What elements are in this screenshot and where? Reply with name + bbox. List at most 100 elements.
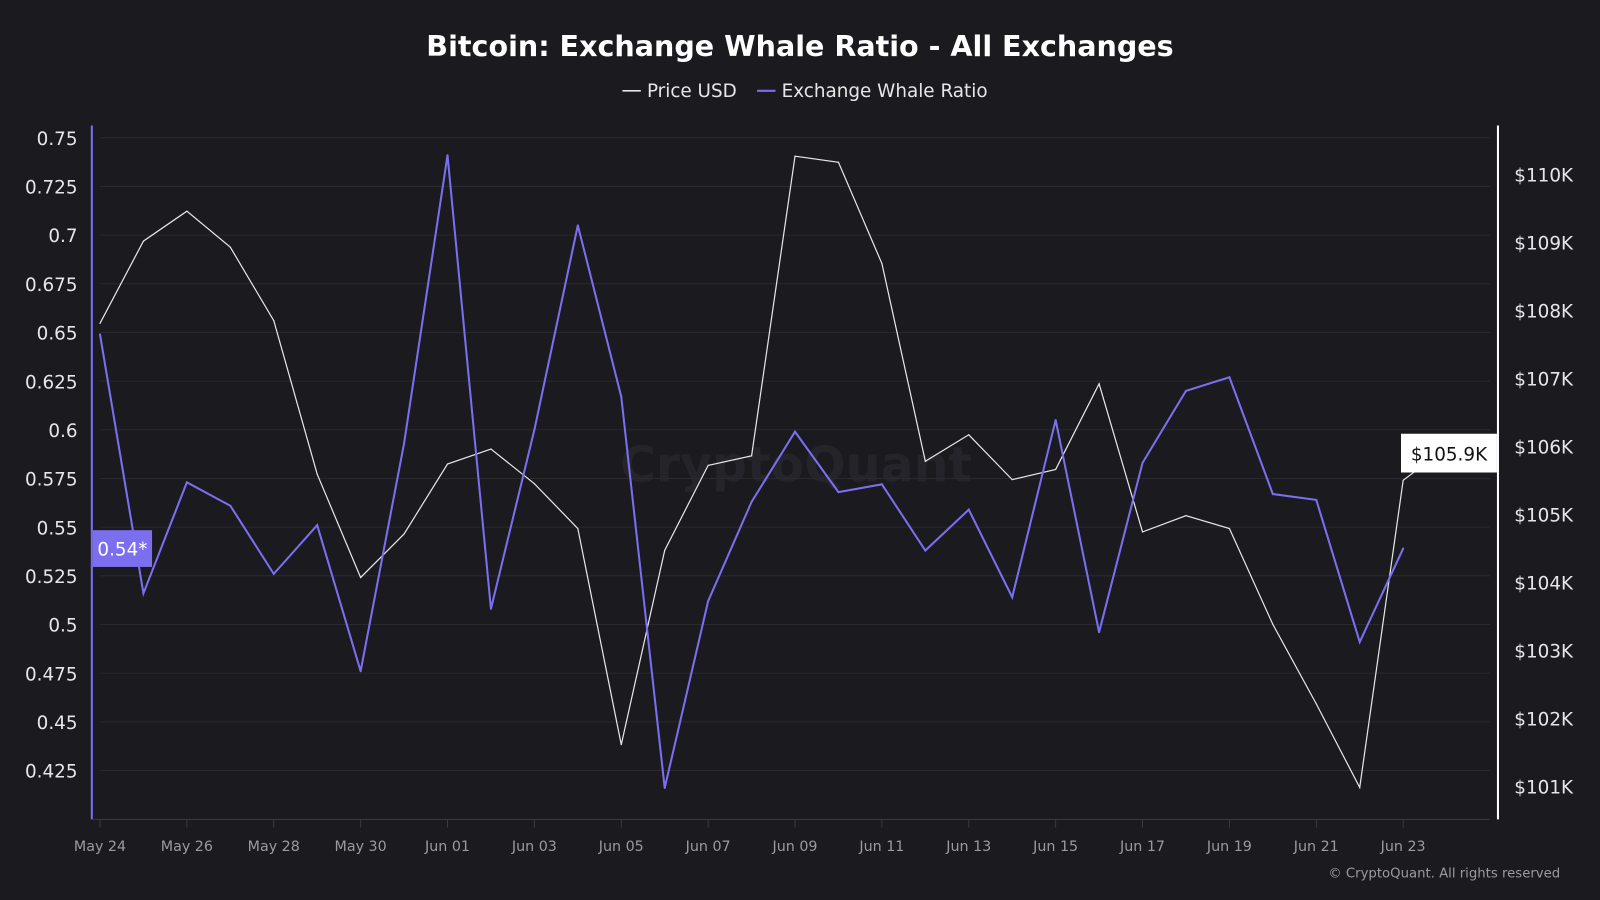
price-point (794, 155, 796, 157)
right-tick-label: $101K (1514, 777, 1574, 798)
left-current-badge: 0.54* (92, 530, 153, 567)
right-tick-label: $106K (1514, 437, 1574, 458)
whale-point (359, 670, 362, 673)
right-tick-label: $107K (1514, 370, 1574, 391)
whale-point (229, 504, 232, 507)
x-tick-label: May 28 (248, 839, 300, 855)
price-point (924, 460, 926, 462)
x-tick-label: Jun 03 (511, 839, 557, 855)
price-point (316, 473, 318, 475)
x-tick-label: Jun 01 (424, 839, 470, 855)
whale-point (837, 491, 840, 494)
price-point (750, 455, 753, 457)
watermark: CryptoQuant (620, 437, 972, 494)
price-point (1141, 531, 1144, 533)
whale-point (1011, 596, 1014, 599)
whale-point (446, 154, 449, 157)
right-tick-label: $105K (1514, 505, 1574, 526)
whale-point (403, 442, 406, 445)
price-point (1185, 515, 1187, 517)
whale-point (620, 395, 623, 398)
whale-point (576, 224, 579, 227)
price-point (446, 463, 449, 465)
price-point (1359, 786, 1361, 789)
price-point (142, 240, 145, 242)
whale-point (142, 592, 145, 595)
right-tick-label: $103K (1514, 641, 1574, 662)
price-point (490, 448, 492, 450)
grid (100, 137, 1490, 772)
price-point (1228, 527, 1231, 530)
whale-point (794, 430, 797, 433)
price-point (1272, 623, 1274, 625)
data-points (98, 154, 1448, 790)
price-point (1011, 479, 1013, 481)
whale-point (924, 549, 927, 552)
x-tick-label: Jun 23 (1380, 839, 1426, 855)
price-point (1098, 383, 1100, 385)
right-axis: $110K $109K $108K $107K $106K $105K $104K $103K… (1514, 166, 1574, 799)
price-point (533, 483, 536, 485)
price-point (229, 246, 231, 248)
price-point (1315, 703, 1317, 705)
whale-point (1402, 547, 1405, 550)
price-point (881, 262, 883, 265)
price-point (273, 319, 275, 322)
right-tick-label: $108K (1514, 302, 1574, 323)
left-current-badge-bg (92, 530, 153, 567)
x-tick-label: Jun 07 (685, 839, 731, 855)
whale-point (663, 787, 666, 790)
copyright: © CryptoQuant. All rights reserved (1328, 867, 1560, 882)
legend-label-whale[interactable]: Exchange Whale Ratio (782, 81, 988, 102)
left-tick-label: 0.55 (37, 518, 78, 539)
price-point (837, 161, 840, 163)
whale-point (533, 428, 536, 431)
price-point (707, 464, 709, 466)
whale-point (489, 607, 492, 610)
whale-point (1098, 631, 1101, 634)
whale-point (98, 333, 102, 336)
price-point (664, 549, 666, 551)
whale-point (316, 524, 319, 527)
price-point (1402, 479, 1404, 481)
left-tick-label: 0.575 (25, 470, 78, 491)
left-tick-label: 0.675 (25, 275, 78, 296)
price-point (360, 576, 362, 579)
price-point (99, 322, 101, 324)
whale-point (707, 600, 710, 603)
right-current-badge: $105.9K (1401, 433, 1497, 473)
left-tick-label: 0.75 (37, 129, 78, 150)
left-tick-label: 0.425 (25, 762, 78, 783)
price-point (968, 434, 970, 436)
right-tick-label: $102K (1514, 709, 1574, 730)
left-tick-label: 0.7 (48, 226, 77, 247)
whale-point (185, 481, 188, 484)
x-tick-label: Jun 17 (1119, 839, 1165, 855)
left-tick-label: 0.6 (48, 421, 77, 442)
price-point (577, 527, 579, 530)
x-tick-label: Jun 11 (858, 839, 904, 855)
whale-point (750, 500, 753, 503)
whale-point (1315, 498, 1318, 501)
x-tick-label: Jun 13 (945, 839, 991, 855)
price-point (403, 533, 405, 535)
whale-point (880, 483, 883, 486)
whale-point (1054, 419, 1057, 422)
whale-point (1141, 461, 1144, 464)
legend-label-price[interactable]: Price USD (647, 81, 737, 102)
x-tick-label: May 24 (74, 839, 126, 855)
left-axis: 0.75 0.725 0.7 0.675 0.65 0.625 0.6 0.575 0.55 0.… (25, 129, 78, 783)
whale-point (272, 572, 275, 575)
whale-point (1228, 376, 1231, 379)
whale-point (1271, 493, 1274, 496)
left-tick-label: 0.5 (48, 616, 77, 637)
right-tick-label: $109K (1514, 234, 1574, 255)
price-point (186, 210, 188, 212)
whale-point (1184, 389, 1187, 392)
left-tick-label: 0.725 (25, 178, 78, 199)
x-tick-label: Jun 15 (1032, 839, 1078, 855)
x-tick-label: May 30 (335, 839, 387, 855)
left-tick-label: 0.45 (37, 713, 78, 734)
